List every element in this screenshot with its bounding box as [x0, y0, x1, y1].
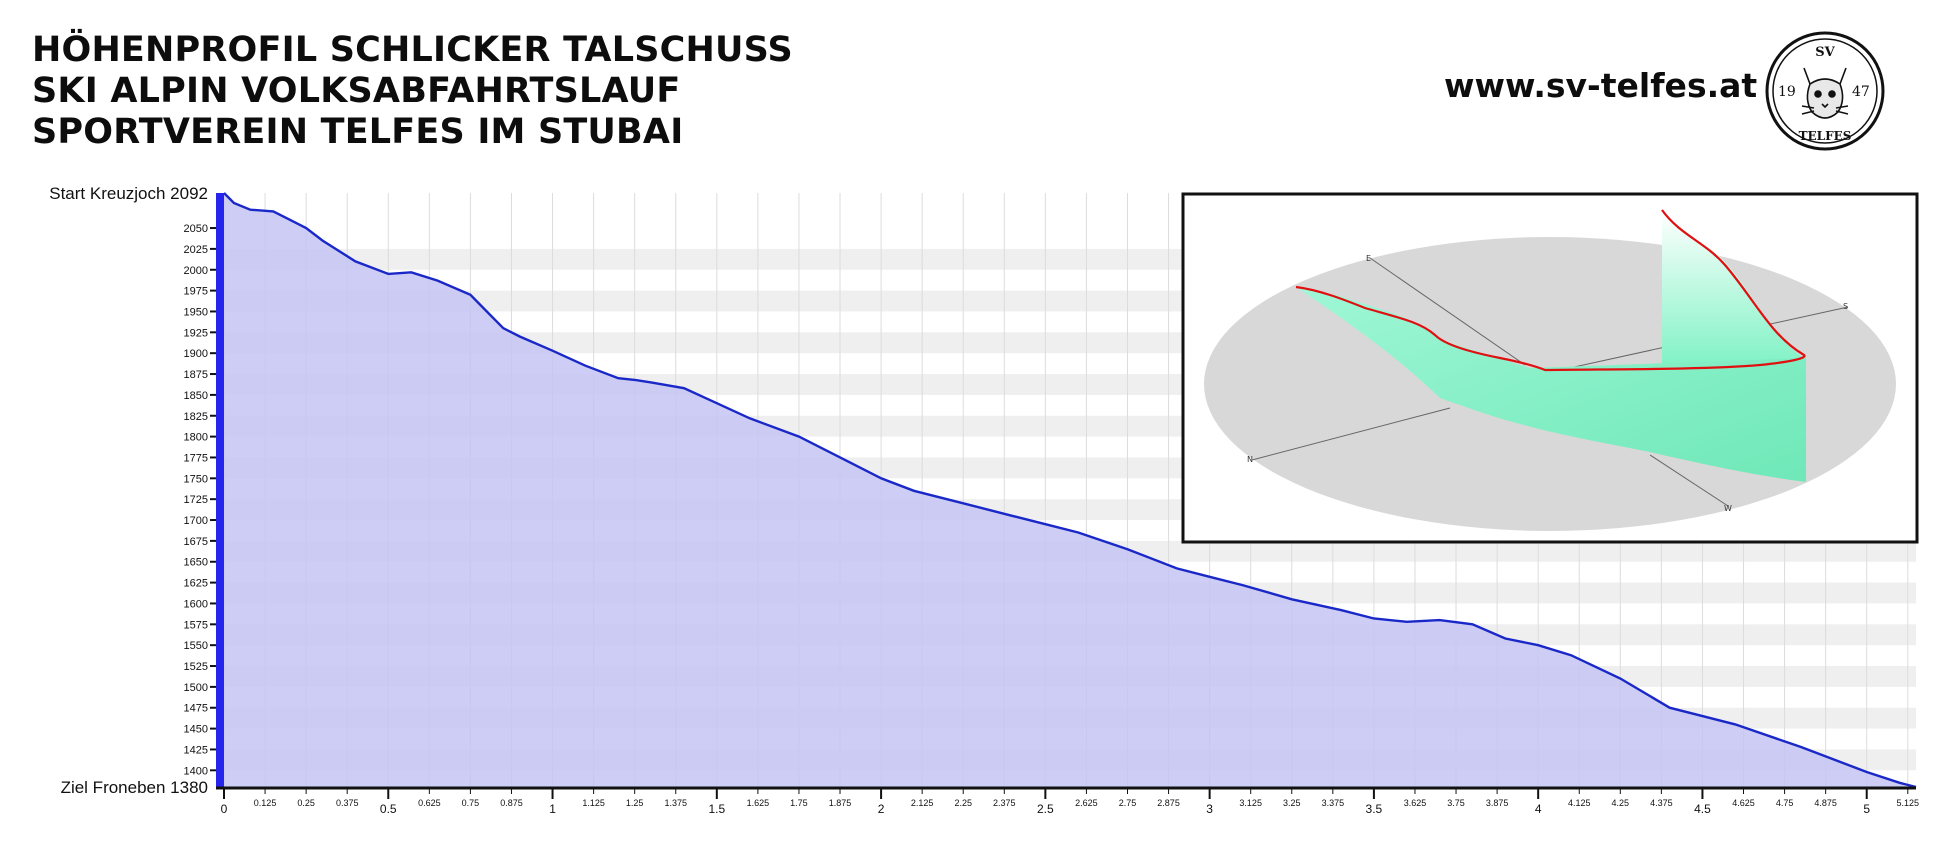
- x-minor-tick-label: 5.125: [1897, 798, 1920, 808]
- elevation-area: [224, 193, 1916, 787]
- surface-wall: [1662, 210, 1806, 368]
- x-major-tick-label: 3.5: [1366, 802, 1383, 816]
- x-minor-tick-label: 1.25: [626, 798, 644, 808]
- y-tick-label: 1925: [184, 327, 208, 339]
- logo-bottom-text: TELFES: [1799, 129, 1852, 143]
- x-major-tick-label: 2: [878, 802, 885, 816]
- y-tick-label: 1550: [184, 640, 208, 652]
- title-line-1: HÖHENPROFIL SCHLICKER TALSCHUSS: [32, 30, 793, 70]
- x-minor-tick-label: 4.25: [1612, 798, 1630, 808]
- x-major-tick-label: 2.5: [1037, 802, 1054, 816]
- x-minor-tick-label: 0.125: [254, 798, 277, 808]
- x-major-tick-label: 4: [1535, 802, 1542, 816]
- x-minor-tick-label: 3.625: [1404, 798, 1427, 808]
- x-minor-tick-label: 3.875: [1486, 798, 1509, 808]
- x-major-tick-label: 1: [549, 802, 556, 816]
- x-minor-tick-label: 2.25: [954, 798, 972, 808]
- y-tick-label: 1475: [184, 703, 208, 715]
- title-line-2: SKI ALPIN VOLKSABFAHRTSLAUF: [32, 71, 681, 111]
- y-tick-label: 2000: [184, 265, 208, 277]
- logo-top-text: SV: [1815, 45, 1835, 60]
- x-minor-tick-label: 4.625: [1732, 798, 1755, 808]
- x-minor-tick-label: 3.25: [1283, 798, 1301, 808]
- y-tick-label: 1975: [184, 286, 208, 298]
- y-tick-label: 1750: [184, 473, 208, 485]
- x-minor-tick-label: 2.875: [1157, 798, 1180, 808]
- compass-e: E: [1366, 254, 1371, 263]
- y-tick-label: 1650: [184, 557, 208, 569]
- x-minor-tick-label: 4.375: [1650, 798, 1673, 808]
- x-major-tick-label: 4.5: [1694, 802, 1711, 816]
- x-minor-tick-label: 2.75: [1119, 798, 1137, 808]
- elevation-line: [223, 192, 1917, 789]
- x-minor-tick-label: 4.75: [1776, 798, 1794, 808]
- y-tick-label: 1950: [184, 306, 208, 318]
- x-minor-tick-label: 1.125: [582, 798, 605, 808]
- axis-w: [1649, 454, 1729, 507]
- y-tick-label: 1525: [184, 661, 208, 673]
- y-tick-label: 1675: [184, 536, 208, 548]
- y-tick-label: 1625: [184, 578, 208, 590]
- x-major-tick-label: 0.5: [380, 802, 397, 816]
- y-tick-label: 1800: [184, 432, 208, 444]
- y-axis-bar: [216, 193, 224, 787]
- x-major-tick-label: 5: [1863, 802, 1870, 816]
- x-minor-tick-label: 0.25: [297, 798, 315, 808]
- logo-left-text: 19: [1778, 84, 1796, 100]
- y-tick-label: 1875: [184, 369, 208, 381]
- compass-w: W: [1724, 504, 1732, 513]
- x-minor-tick-label: 1.625: [747, 798, 770, 808]
- x-major-tick-label: 3: [1206, 802, 1213, 816]
- x-axis-ticks: 0 0.5 1 1.5 2 2.5 3 3.5 4 4.5 5 0.125 0.25 0.375 0.625…: [221, 788, 1919, 816]
- x-minor-tick-label: 3.75: [1447, 798, 1465, 808]
- x-minor-tick-label: 2.125: [911, 798, 934, 808]
- title-line-3: SPORTVEREIN TELFES IM STUBAI: [32, 112, 684, 152]
- club-logo: SV 19 47 TELFES: [1765, 31, 1885, 151]
- y-tick-label: 1450: [184, 724, 208, 736]
- y-tick-label: 1425: [184, 744, 208, 756]
- x-minor-tick-label: 1.75: [790, 798, 808, 808]
- x-minor-tick-label: 2.375: [993, 798, 1016, 808]
- x-minor-tick-label: 2.625: [1075, 798, 1098, 808]
- y-axis-ticks: 1400 1425 1450 1475 1500 1525 1550 1575 1600 1625…: [184, 223, 216, 777]
- y-tick-label: 1600: [184, 598, 208, 610]
- y-tick-label: 1500: [184, 682, 208, 694]
- x-minor-tick-label: 4.125: [1568, 798, 1591, 808]
- y-tick-label: 1575: [184, 619, 208, 631]
- x-minor-tick-label: 0.375: [336, 798, 359, 808]
- website-link[interactable]: www.sv-telfes.at: [1444, 66, 1758, 105]
- route-3d-line: [1295, 209, 1806, 372]
- y-tick-label: 2050: [184, 223, 208, 235]
- x-minor-tick-label: 1.375: [664, 798, 687, 808]
- x-minor-tick-label: 1.875: [829, 798, 852, 808]
- y-tick-label: 1850: [184, 390, 208, 402]
- x-minor-tick-label: 3.375: [1322, 798, 1345, 808]
- surface-slope: [1296, 287, 1806, 482]
- y-tick-label: 1775: [184, 452, 208, 464]
- compass-s: S: [1843, 302, 1848, 311]
- lynx-head-icon: [1801, 67, 1849, 119]
- 3d-view-inset: E S N W: [1181, 192, 1919, 544]
- title-block: HÖHENPROFIL SCHLICKER TALSCHUSS SKI ALPI…: [32, 30, 793, 153]
- y-tick-label: 1900: [184, 348, 208, 360]
- y-tick-label: 1400: [184, 765, 208, 777]
- y-tick-label: 1700: [184, 515, 208, 527]
- start-label: Start Kreuzjoch 2092: [49, 184, 208, 203]
- compass-n: N: [1247, 455, 1253, 464]
- y-tick-label: 2025: [184, 244, 208, 256]
- axis-n: [1251, 407, 1451, 461]
- x-minor-tick-label: 0.75: [462, 798, 480, 808]
- y-tick-label: 1825: [184, 411, 208, 423]
- x-minor-tick-label: 3.125: [1239, 798, 1262, 808]
- axis-e: [1369, 257, 1526, 366]
- x-major-tick-label: 1.5: [708, 802, 725, 816]
- x-minor-tick-label: 0.875: [500, 798, 523, 808]
- y-tick-label: 1725: [184, 494, 208, 506]
- logo-right-text: 47: [1852, 84, 1870, 100]
- x-minor-tick-label: 0.625: [418, 798, 441, 808]
- x-minor-tick-label: 4.875: [1814, 798, 1837, 808]
- x-major-tick-label: 0: [221, 802, 228, 816]
- end-label: Ziel Froneben 1380: [61, 778, 208, 797]
